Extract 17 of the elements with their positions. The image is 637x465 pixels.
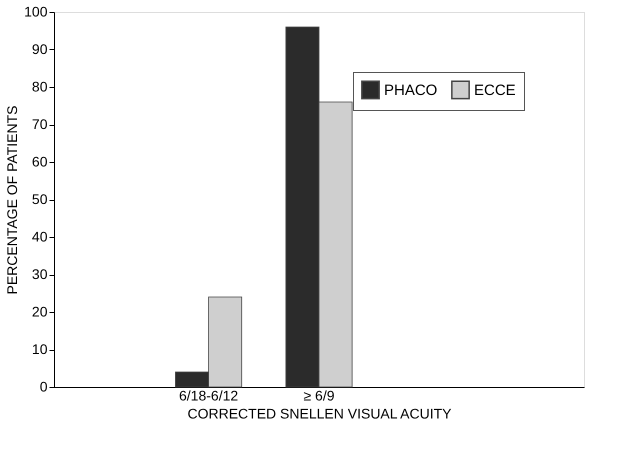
y-tick-label: 20 xyxy=(32,304,48,320)
y-tick-label: 40 xyxy=(32,228,48,244)
y-tick-label: 60 xyxy=(32,154,48,170)
y-tick-label: 50 xyxy=(32,191,48,207)
y-tick-label: 0 xyxy=(40,378,48,394)
y-tick-label: 90 xyxy=(32,41,48,57)
x-tick-label: ≥ 6/9 xyxy=(303,388,335,404)
y-axis-title: PERCENTAGE OF PATIENTS xyxy=(4,105,20,295)
x-axis-title: CORRECTED SNELLEN VISUAL ACUITY xyxy=(188,406,452,422)
y-tick-label: 30 xyxy=(32,266,48,282)
x-tick-label: 6/18-6/12 xyxy=(178,388,238,404)
y-tick-label: 100 xyxy=(24,4,48,20)
legend-label: ECCE xyxy=(474,82,516,99)
y-tick-label: 70 xyxy=(32,116,48,132)
y-tick-label: 80 xyxy=(32,78,48,94)
y-tick-label: 10 xyxy=(32,341,48,357)
legend-label: PHACO xyxy=(384,82,438,99)
